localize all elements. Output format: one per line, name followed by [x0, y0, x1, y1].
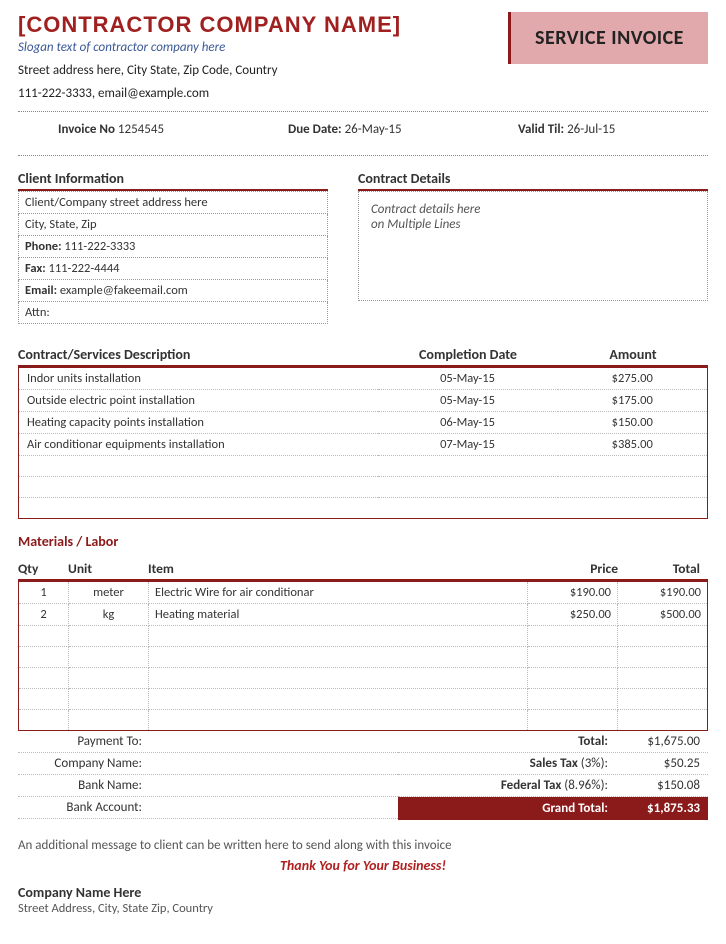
service-date: 05-May-15 — [378, 390, 558, 412]
contract-details-title: Contract Details — [358, 170, 708, 191]
materials-title: Materials / Labor — [18, 533, 708, 550]
service-amount: $175.00 — [558, 390, 708, 412]
fedtax-label: Federal Tax — [501, 778, 561, 793]
service-amount: $385.00 — [558, 434, 708, 456]
client-row: Fax: 111-222-4444 — [19, 258, 328, 280]
salestax-value: $50.25 — [618, 756, 708, 771]
company-slogan: Slogan text of contractor company here — [18, 40, 508, 55]
fedtax-value: $150.08 — [618, 778, 708, 793]
company-header: [CONTRACTOR COMPANY NAME] Slogan text of… — [18, 12, 508, 101]
client-row: City, State, Zip — [19, 214, 328, 236]
thank-you: Thank You for Your Business! — [18, 857, 708, 874]
service-desc: Air conditionar equipments installation — [19, 434, 378, 456]
invoice-meta: Invoice No 1254545 Due Date: 26-May-15 V… — [18, 118, 708, 145]
company-address1: Street address here, City State, Zip Cod… — [18, 63, 508, 78]
service-amount: $150.00 — [558, 412, 708, 434]
materials-col-total: Total — [618, 560, 708, 577]
grand-total-value: $1,875.33 — [618, 801, 708, 816]
payment-to-label: Payment To: — [18, 734, 148, 749]
mat-item: Electric Wire for air conditionar — [149, 582, 528, 604]
client-info-table: Client/Company street address here City,… — [18, 191, 328, 324]
salestax-pct: (3%): — [581, 756, 608, 771]
total-label: Total: — [398, 734, 618, 749]
materials-col-item: Item — [148, 560, 528, 577]
client-row: Email: example@fakeemail.com — [19, 280, 328, 302]
contract-details-box: Contract details here on Multiple Lines — [358, 191, 708, 301]
invoice-no-label: Invoice No — [58, 122, 115, 137]
invoice-title: SERVICE INVOICE — [529, 26, 690, 50]
service-date: 06-May-15 — [378, 412, 558, 434]
footer-message: An additional message to client can be w… — [18, 838, 708, 853]
service-desc: Heating capacity points installation — [19, 412, 378, 434]
total-value: $1,675.00 — [618, 734, 708, 749]
grand-total-label: Grand Total: — [398, 801, 618, 816]
fedtax-pct: (8.96%): — [564, 778, 608, 793]
contract-line: Contract details here — [371, 202, 695, 217]
mat-unit: meter — [69, 582, 149, 604]
due-date-label: Due Date: — [288, 122, 342, 137]
service-desc: Outside electric point installation — [19, 390, 378, 412]
invoice-title-box: SERVICE INVOICE — [508, 12, 708, 64]
payment-company-label: Company Name: — [18, 756, 148, 771]
service-desc: Indor units installation — [19, 368, 378, 390]
mat-total: $190.00 — [618, 582, 708, 604]
due-date-value: 26-May-15 — [345, 122, 402, 137]
services-col-desc: Contract/Services Description — [18, 346, 378, 363]
valid-til-value: 26-Jul-15 — [567, 122, 615, 137]
materials-col-price: Price — [528, 560, 618, 577]
client-info-title: Client Information — [18, 170, 328, 191]
service-empty — [19, 456, 378, 477]
service-empty — [19, 498, 378, 519]
services-col-date: Completion Date — [378, 346, 558, 363]
mat-qty: 2 — [19, 604, 69, 626]
footer-company-address: Street Address, City, State Zip, Country — [18, 901, 708, 916]
totals-block: Total:$1,675.00 Sales Tax (3%): $50.25 Fe… — [398, 731, 708, 820]
materials-col-unit: Unit — [68, 560, 148, 577]
mat-item: Heating material — [149, 604, 528, 626]
materials-table: 1meterElectric Wire for air conditionar$… — [18, 581, 708, 731]
client-row: Phone: 111-222-3333 — [19, 236, 328, 258]
materials-col-qty: Qty — [18, 560, 68, 577]
valid-til-label: Valid Til: — [518, 122, 564, 137]
invoice-no-value: 1254545 — [118, 122, 164, 137]
mat-price: $250.00 — [528, 604, 618, 626]
services-col-amount: Amount — [558, 346, 708, 363]
company-name: [CONTRACTOR COMPANY NAME] — [18, 12, 508, 38]
service-date: 07-May-15 — [378, 434, 558, 456]
payment-bank-label: Bank Name: — [18, 778, 148, 793]
service-empty — [19, 477, 378, 498]
salestax-label: Sales Tax — [530, 756, 578, 771]
service-date: 05-May-15 — [378, 368, 558, 390]
company-address2: 111-222-3333, email@example.com — [18, 86, 508, 101]
footer-company-name: Company Name Here — [18, 884, 708, 901]
services-table: Indor units installation05-May-15$275.00… — [18, 367, 708, 519]
mat-total: $500.00 — [618, 604, 708, 626]
contract-line: on Multiple Lines — [371, 217, 695, 232]
payment-block: Payment To: Company Name: Bank Name: Ban… — [18, 731, 398, 820]
client-row: Client/Company street address here — [19, 192, 328, 214]
mat-price: $190.00 — [528, 582, 618, 604]
payment-account-label: Bank Account: — [18, 800, 148, 815]
mat-qty: 1 — [19, 582, 69, 604]
service-amount: $275.00 — [558, 368, 708, 390]
mat-unit: kg — [69, 604, 149, 626]
client-row: Attn: — [19, 302, 328, 324]
